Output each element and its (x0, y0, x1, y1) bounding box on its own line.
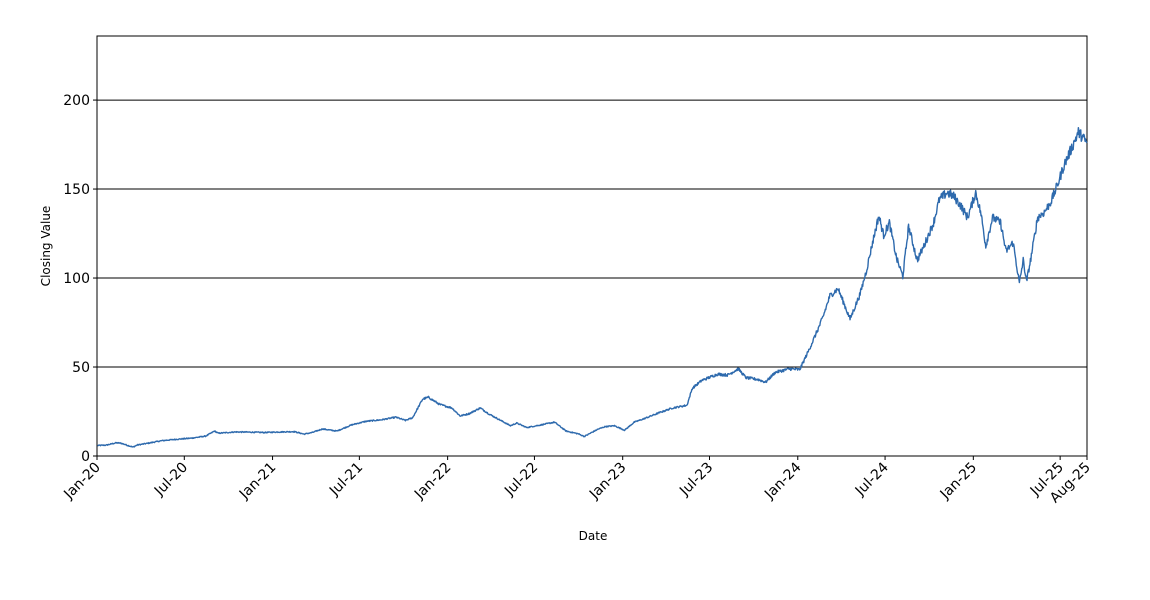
y-tick-label: 150 (63, 182, 90, 198)
y-axis-title: Closing Value (39, 206, 53, 287)
x-tick-label: Jan-23 (586, 460, 629, 503)
series-line (97, 126, 1088, 448)
gridlines (97, 99, 1087, 368)
x-tick-label: Jan-21 (236, 460, 279, 503)
y-tick-label: 50 (72, 360, 90, 376)
x-tick-label: Jan-25 (937, 460, 980, 503)
x-axis-title: Date (579, 529, 608, 543)
x-tick-label: Jul-23 (676, 460, 716, 500)
x-tick-label: Jul-24 (852, 459, 892, 499)
y-tick-label: 0 (81, 449, 90, 465)
y-tick-label: 100 (63, 271, 90, 287)
x-axis-ticks: Jan-20 Jul-20 Jan-21 Jul-21 Jan-22 Jul-22 Jan-… (60, 456, 1094, 506)
x-tick-label: Jan-20 (60, 460, 103, 503)
x-tick-label: Jul-20 (151, 460, 191, 500)
x-tick-label: Jan-24 (761, 459, 805, 503)
x-tick-label: Jul-21 (326, 460, 366, 500)
series-layer (97, 126, 1088, 448)
y-axis-ticks: 0 50 100 150 200 (63, 93, 97, 465)
x-tick-label: Jan-22 (411, 460, 454, 503)
x-tick-label: Jul-22 (501, 460, 541, 500)
y-tick-label: 200 (63, 93, 90, 109)
plot-area-frame (96, 35, 1088, 457)
